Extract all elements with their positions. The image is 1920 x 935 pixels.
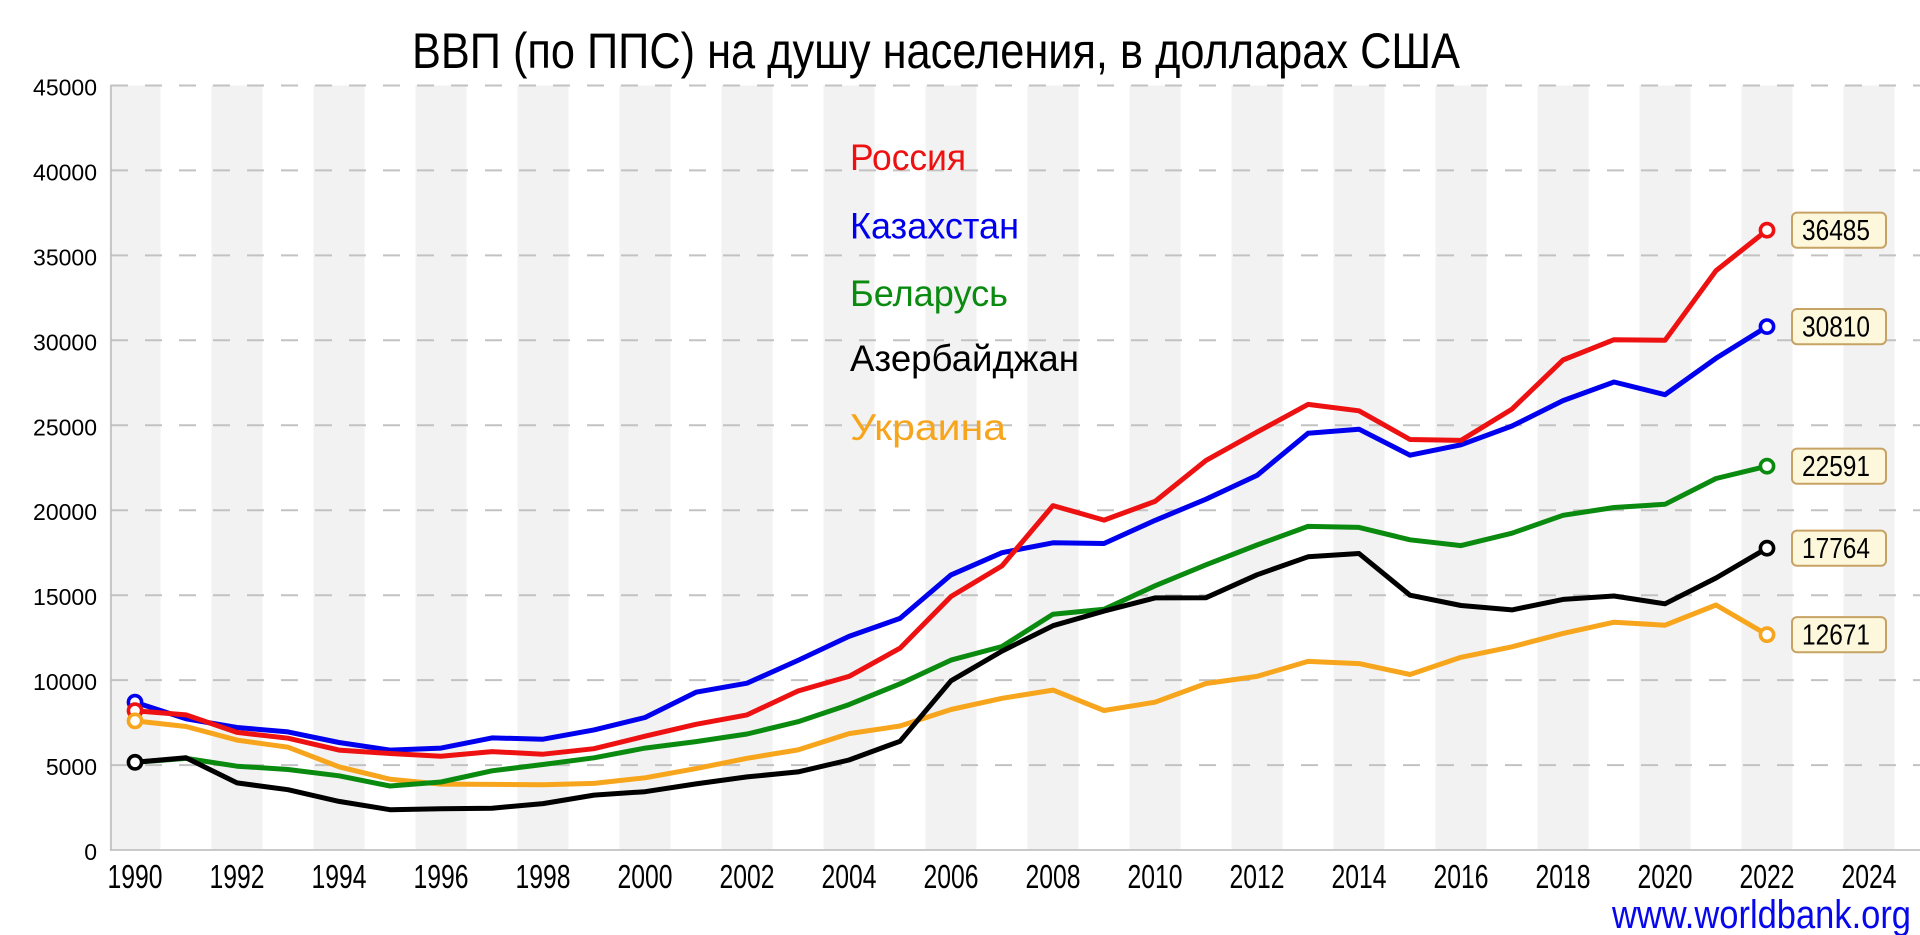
svg-text:5000: 5000 — [46, 754, 97, 780]
svg-text:12671: 12671 — [1802, 620, 1870, 652]
svg-text:ВВП (по ППС) на душу населения: ВВП (по ППС) на душу населения, в доллар… — [412, 23, 1461, 79]
svg-text:Беларусь: Беларусь — [850, 273, 1008, 314]
svg-text:2008: 2008 — [1026, 858, 1081, 895]
svg-text:10000: 10000 — [33, 669, 97, 695]
svg-text:45000: 45000 — [33, 75, 97, 101]
svg-text:Казахстан: Казахстан — [850, 206, 1019, 247]
svg-text:22591: 22591 — [1802, 451, 1870, 483]
svg-text:1992: 1992 — [210, 858, 265, 895]
svg-text:2010: 2010 — [1128, 858, 1183, 895]
svg-text:www.worldbank.org: www.worldbank.org — [1611, 893, 1911, 935]
svg-text:2012: 2012 — [1230, 858, 1285, 895]
svg-text:Азербайджан: Азербайджан — [850, 338, 1079, 379]
svg-text:17764: 17764 — [1802, 533, 1870, 565]
svg-text:Украина: Украина — [850, 407, 1006, 448]
svg-text:Россия: Россия — [850, 137, 966, 178]
svg-text:2024: 2024 — [1842, 858, 1897, 895]
svg-text:0: 0 — [84, 839, 97, 865]
svg-text:20000: 20000 — [33, 499, 97, 525]
svg-text:35000: 35000 — [33, 244, 97, 270]
svg-text:2000: 2000 — [618, 858, 673, 895]
svg-text:2016: 2016 — [1434, 858, 1489, 895]
svg-text:2020: 2020 — [1638, 858, 1693, 895]
svg-text:15000: 15000 — [33, 584, 97, 610]
svg-text:2018: 2018 — [1536, 858, 1591, 895]
svg-text:30000: 30000 — [33, 329, 97, 355]
svg-text:1994: 1994 — [312, 858, 367, 895]
svg-text:25000: 25000 — [33, 414, 97, 440]
svg-text:30810: 30810 — [1802, 312, 1870, 344]
svg-text:2014: 2014 — [1332, 858, 1387, 895]
svg-text:1998: 1998 — [516, 858, 571, 895]
svg-text:2002: 2002 — [720, 858, 775, 895]
svg-text:1990: 1990 — [108, 858, 163, 895]
svg-text:2006: 2006 — [924, 858, 979, 895]
svg-text:2004: 2004 — [822, 858, 877, 895]
svg-text:40000: 40000 — [33, 159, 97, 185]
svg-text:36485: 36485 — [1802, 215, 1870, 247]
svg-text:2022: 2022 — [1740, 858, 1795, 895]
svg-text:1996: 1996 — [414, 858, 469, 895]
